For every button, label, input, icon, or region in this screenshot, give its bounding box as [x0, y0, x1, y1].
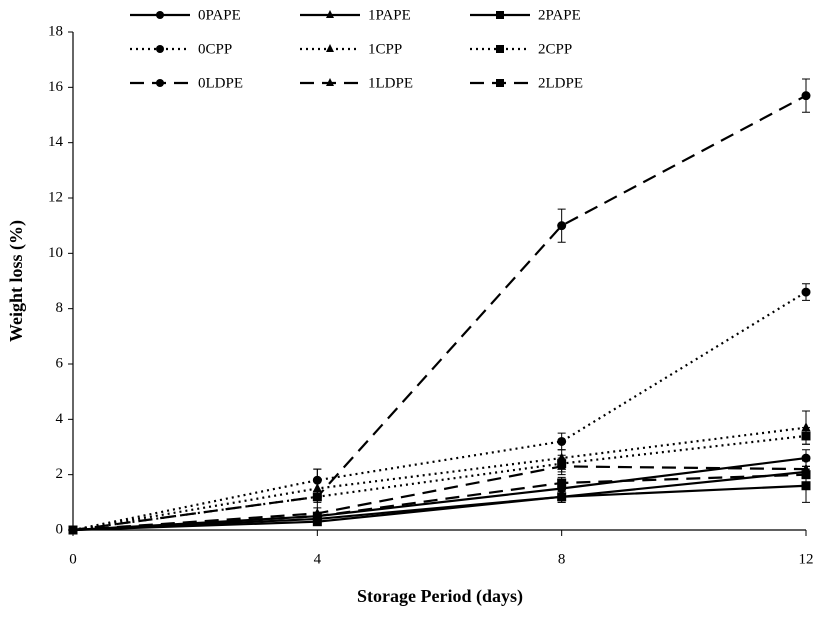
marker	[557, 478, 567, 488]
y-tick-label: 0	[56, 521, 64, 537]
y-tick-label: 6	[56, 355, 64, 371]
y-tick-label: 10	[48, 245, 63, 261]
legend-label: 2LDPE	[538, 75, 583, 91]
series-line	[72, 470, 807, 532]
x-tick-label: 12	[799, 551, 814, 567]
marker	[801, 453, 811, 463]
legend-label: 0CPP	[198, 41, 232, 57]
y-axis-title: Weight loss (%)	[6, 220, 27, 342]
legend-marker	[326, 10, 334, 18]
legend-label: 1CPP	[368, 41, 402, 57]
marker	[801, 431, 811, 441]
y-tick-label: 8	[56, 300, 64, 316]
y-tick-label: 18	[48, 23, 63, 39]
marker	[801, 470, 811, 480]
legend-label: 2CPP	[538, 41, 572, 57]
y-tick-label: 2	[56, 466, 64, 482]
marker	[801, 91, 811, 101]
marker	[68, 525, 78, 535]
x-tick-label: 0	[69, 551, 77, 567]
y-tick-label: 16	[48, 79, 64, 95]
legend-marker	[496, 11, 504, 19]
x-tick-label: 4	[314, 551, 322, 567]
marker	[557, 221, 567, 231]
marker	[801, 422, 811, 432]
marker	[312, 492, 322, 502]
series-line	[72, 473, 807, 532]
y-tick-label: 14	[48, 134, 64, 150]
legend-marker	[496, 45, 504, 53]
legend-label: 2PAPE	[538, 7, 581, 23]
series-line	[72, 291, 807, 532]
series-line	[72, 484, 807, 532]
series-line	[72, 94, 807, 532]
legend-label: 1LDPE	[368, 75, 413, 91]
marker	[312, 511, 322, 521]
legend-marker	[156, 45, 164, 53]
y-tick-label: 12	[48, 189, 63, 205]
legend-label: 0PAPE	[198, 7, 241, 23]
marker	[557, 460, 567, 470]
legend-marker	[496, 79, 504, 87]
y-tick-label: 4	[56, 411, 64, 427]
x-tick-label: 8	[558, 551, 566, 567]
marker	[557, 492, 567, 502]
legend-marker	[326, 44, 334, 52]
legend-label: 0LDPE	[198, 75, 243, 91]
series-line	[72, 465, 807, 532]
legend-marker	[326, 78, 334, 86]
legend-marker	[156, 79, 164, 87]
marker	[801, 287, 811, 297]
marker	[801, 481, 811, 491]
legend-label: 1PAPE	[368, 7, 411, 23]
marker	[557, 436, 567, 446]
x-axis-title: Storage Period (days)	[357, 586, 523, 607]
legend-marker	[156, 11, 164, 19]
